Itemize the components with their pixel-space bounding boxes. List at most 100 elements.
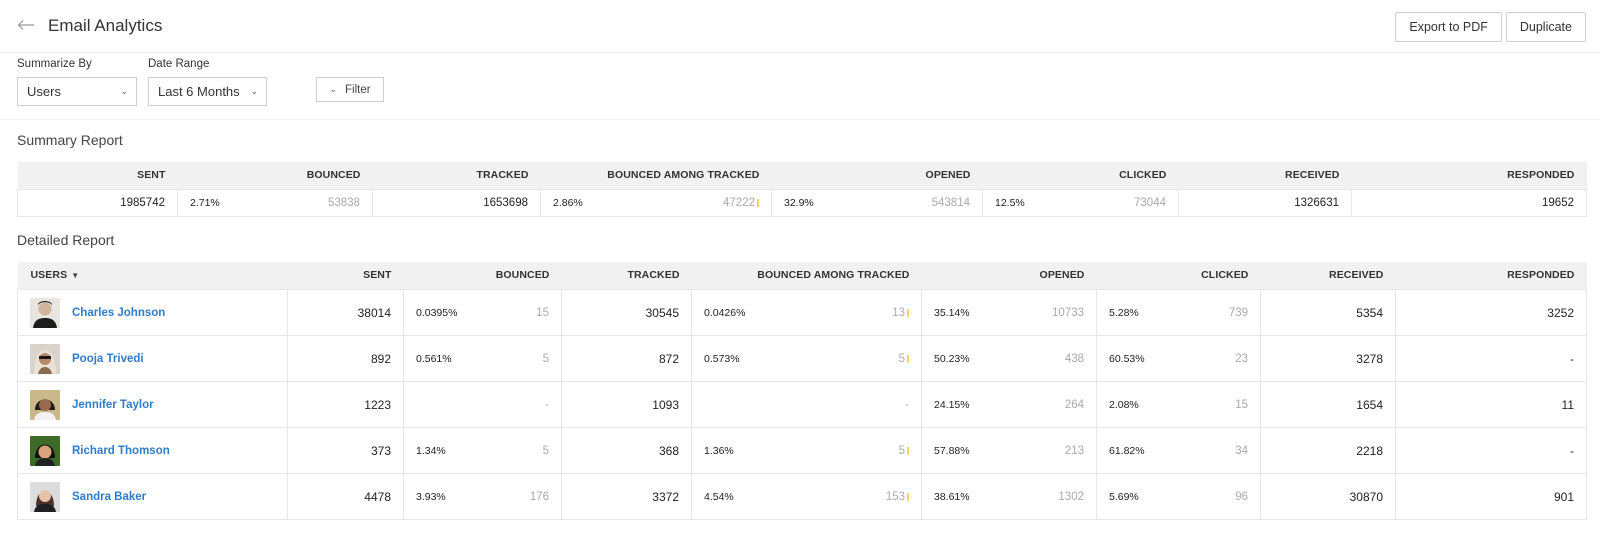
opened-pct: 35.14%	[934, 306, 970, 319]
summary-bounced-pct: 2.71%	[190, 196, 220, 209]
avatar	[30, 343, 60, 374]
tracked-cell: 872	[561, 335, 692, 382]
clicked-count: 23	[1235, 352, 1248, 365]
summary-sent: 1985742	[17, 188, 178, 217]
top-bar: Email Analytics Export to PDF Duplicate	[0, 0, 1600, 53]
bat-cell: 4.54% 153	[691, 473, 922, 520]
user-link[interactable]: Richard Thomson	[72, 444, 170, 457]
date-range-select[interactable]: Last 6 Months ⌄	[148, 77, 267, 106]
avatar	[30, 481, 60, 512]
received-cell: 1654	[1260, 381, 1396, 428]
detail-header-bat: BOUNCED AMONG TRACKED	[691, 261, 922, 290]
bat-cell: 0.573% 5	[691, 335, 922, 382]
opened-count: 438	[1064, 352, 1084, 365]
bat-count: -	[905, 398, 909, 411]
summary-bounced-count: 53838	[328, 196, 360, 209]
clicked-cell: 5.69% 96	[1096, 473, 1261, 520]
tracked-cell: 3372	[561, 473, 692, 520]
detail-header-sent: SENT	[287, 261, 404, 290]
summary-header-bounced: BOUNCED	[177, 162, 373, 189]
marker-icon	[907, 354, 909, 363]
table-row: Pooja Trivedi 892 0.561% 5 872 0.573% 5 50…	[17, 335, 1587, 382]
bounced-count: 176	[529, 490, 549, 503]
clicked-count: 739	[1228, 306, 1248, 319]
detail-header-users[interactable]: USERS ▼	[17, 261, 288, 290]
user-link[interactable]: Pooja Trivedi	[72, 352, 144, 365]
bounced-pct: 1.34%	[416, 444, 446, 457]
opened-pct: 50.23%	[934, 352, 970, 365]
bounced-count: 15	[536, 306, 549, 319]
clicked-pct: 2.08%	[1109, 398, 1139, 411]
date-range-label: Date Range	[148, 58, 210, 70]
bat-cell: 0.0426% 13	[691, 289, 922, 336]
user-cell: Charles Johnson	[17, 289, 288, 336]
avatar	[30, 435, 60, 466]
back-button[interactable]	[16, 15, 36, 35]
summarize-by-select[interactable]: Users ⌄	[17, 77, 137, 106]
filter-label: Filter	[344, 83, 371, 96]
summary-bounced-cell: 2.71% 53838	[177, 188, 373, 217]
export-pdf-button[interactable]: Export to PDF	[1395, 12, 1502, 42]
clicked-count: 96	[1235, 490, 1248, 503]
summary-tracked: 1653698	[372, 188, 541, 217]
bounced-pct: 0.561%	[416, 352, 452, 365]
sent-cell: 4478	[287, 473, 404, 520]
bat-count: 153	[885, 490, 905, 503]
summary-header-sent: SENT	[17, 162, 178, 189]
summary-header-responded: RESPONDED	[1351, 162, 1587, 189]
responded-cell: 11	[1395, 381, 1587, 428]
user-link[interactable]: Jennifer Taylor	[72, 398, 154, 411]
summary-header-clicked: CLICKED	[982, 162, 1179, 189]
summary-bat-count: 47222	[723, 196, 755, 209]
bat-count: 13	[892, 306, 905, 319]
table-row: Jennifer Taylor 1223 - 1093 - 24.15% 264 …	[17, 381, 1587, 428]
responded-cell: 901	[1395, 473, 1587, 520]
date-range-value: Last 6 Months	[158, 84, 240, 99]
filter-button[interactable]: ⌄ Filter	[316, 77, 384, 102]
sort-caret-down-icon: ▼	[71, 271, 80, 281]
summary-header-opened: OPENED	[771, 162, 983, 189]
table-row: Charles Johnson 38014 0.0395% 15 30545 0.…	[17, 289, 1587, 336]
clicked-pct: 60.53%	[1109, 352, 1145, 365]
arrow-left-icon	[17, 20, 34, 30]
summary-report-title: Summary Report	[17, 132, 123, 148]
opened-count: 264	[1064, 398, 1084, 411]
summary-header-bat: BOUNCED AMONG TRACKED	[540, 162, 772, 189]
avatar	[30, 389, 60, 420]
bat-pct: 0.0426%	[704, 306, 746, 319]
bounced-pct: 0.0395%	[416, 306, 458, 319]
sent-cell: 373	[287, 427, 404, 474]
clicked-count: 34	[1235, 444, 1248, 457]
bounced-pct: 3.93%	[416, 490, 446, 503]
summary-clicked-count: 73044	[1134, 196, 1166, 209]
opened-cell: 24.15% 264	[921, 381, 1097, 428]
summary-received: 1326631	[1178, 188, 1352, 217]
summary-clicked-cell: 12.5% 73044	[982, 188, 1179, 217]
user-cell: Pooja Trivedi	[17, 335, 288, 382]
bounced-cell: 3.93% 176	[403, 473, 562, 520]
summary-bat-cell: 2.86% 47222	[540, 188, 772, 217]
summary-bat-pct: 2.86%	[553, 196, 583, 209]
opened-pct: 24.15%	[934, 398, 970, 411]
summary-responded: 19652	[1351, 188, 1587, 217]
filter-bar: Summarize By Users ⌄ Date Range Last 6 M…	[0, 53, 1600, 120]
opened-cell: 57.88% 213	[921, 427, 1097, 474]
summary-header-row: SENT BOUNCED TRACKED BOUNCED AMONG TRACK…	[17, 162, 1587, 189]
table-row: Richard Thomson 373 1.34% 5 368 1.36% 5 57…	[17, 427, 1587, 474]
marker-icon	[907, 446, 909, 455]
clicked-cell: 5.28% 739	[1096, 289, 1261, 336]
duplicate-button[interactable]: Duplicate	[1505, 12, 1586, 42]
clicked-cell: 60.53% 23	[1096, 335, 1261, 382]
bat-pct: 0.573%	[704, 352, 740, 365]
marker-icon	[907, 308, 909, 317]
clicked-pct: 5.69%	[1109, 490, 1139, 503]
user-link[interactable]: Sandra Baker	[72, 490, 147, 503]
summary-opened-count: 543814	[931, 196, 970, 209]
summary-opened-pct: 32.9%	[784, 196, 814, 209]
user-link[interactable]: Charles Johnson	[72, 306, 166, 319]
clicked-count: 15	[1235, 398, 1248, 411]
opened-pct: 57.88%	[934, 444, 970, 457]
bounced-count: 5	[542, 444, 549, 457]
avatar	[30, 297, 60, 328]
summary-row: 1985742 2.71% 53838 1653698 2.86% 47222 …	[17, 188, 1587, 217]
